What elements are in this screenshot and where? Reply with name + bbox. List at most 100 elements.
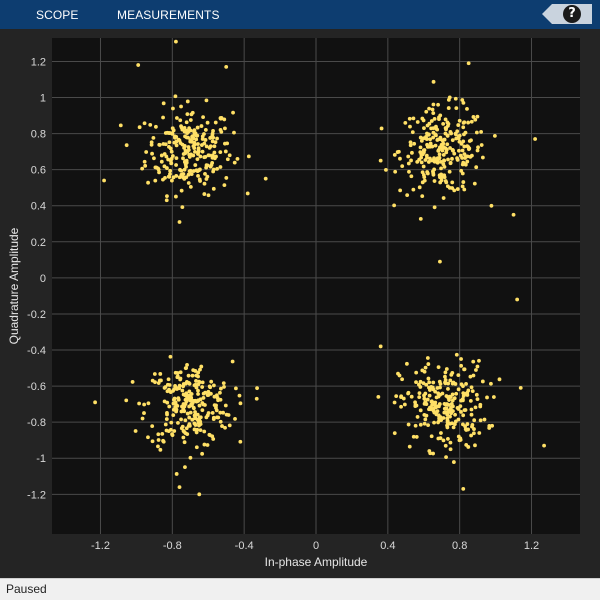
- data-point: [460, 184, 465, 189]
- data-point: [418, 145, 423, 150]
- data-point: [432, 116, 437, 121]
- data-point: [428, 156, 432, 161]
- data-point: [161, 438, 165, 443]
- data-point: [188, 118, 193, 122]
- data-point: [203, 138, 208, 142]
- data-point: [188, 138, 193, 142]
- data-point: [200, 149, 205, 154]
- data-point: [438, 259, 442, 264]
- data-point: [424, 109, 429, 114]
- data-point: [448, 414, 452, 419]
- data-point: [439, 159, 443, 164]
- data-point: [436, 102, 440, 107]
- data-point: [406, 154, 411, 159]
- data-point: [162, 386, 167, 390]
- data-point: [185, 411, 190, 416]
- data-point: [216, 415, 221, 420]
- data-point: [181, 172, 186, 176]
- data-point: [218, 390, 222, 395]
- data-point: [124, 143, 129, 148]
- data-point: [436, 147, 441, 152]
- data-point: [425, 356, 430, 360]
- data-point: [182, 129, 187, 134]
- data-point: [209, 379, 214, 384]
- data-point: [443, 117, 448, 122]
- data-point: [189, 172, 194, 177]
- data-point: [161, 115, 165, 120]
- y-tick-label: 0.2: [31, 237, 46, 249]
- data-point: [190, 373, 195, 378]
- data-point: [454, 352, 459, 357]
- data-point: [455, 187, 460, 191]
- data-point: [414, 380, 418, 385]
- data-point: [469, 433, 474, 438]
- data-point: [221, 381, 226, 386]
- data-point: [207, 153, 212, 158]
- data-point: [193, 149, 197, 154]
- data-point: [431, 111, 436, 115]
- data-point: [235, 156, 240, 161]
- data-point: [168, 354, 173, 359]
- data-point: [491, 395, 496, 399]
- data-point: [461, 120, 466, 125]
- data-point: [453, 382, 458, 386]
- data-point: [153, 380, 157, 385]
- data-point: [425, 144, 430, 149]
- data-point: [469, 385, 474, 390]
- data-point: [179, 104, 183, 109]
- data-point: [422, 126, 426, 131]
- data-point: [225, 157, 230, 162]
- data-point: [180, 388, 185, 393]
- data-point: [166, 157, 171, 162]
- data-point: [151, 135, 156, 140]
- data-point: [443, 381, 448, 386]
- help-icon[interactable]: ?: [563, 5, 581, 23]
- data-point: [215, 166, 219, 171]
- data-point: [471, 115, 476, 119]
- data-point: [201, 115, 205, 120]
- data-point: [402, 402, 407, 407]
- data-point: [182, 143, 187, 148]
- data-point: [186, 393, 190, 398]
- data-point: [194, 168, 199, 173]
- data-point: [263, 176, 268, 181]
- data-point: [458, 404, 463, 409]
- data-point: [214, 405, 218, 410]
- tab-scope[interactable]: SCOPE: [36, 8, 79, 22]
- data-point: [421, 148, 426, 153]
- help-button[interactable]: ?: [552, 4, 592, 24]
- data-point: [408, 124, 412, 129]
- data-point: [185, 112, 190, 117]
- data-point: [183, 465, 187, 470]
- data-point: [439, 172, 444, 177]
- data-point: [445, 142, 450, 147]
- data-point: [408, 143, 413, 148]
- data-point: [199, 364, 204, 369]
- data-point: [423, 417, 428, 422]
- data-point: [407, 444, 412, 449]
- data-point: [418, 422, 423, 427]
- y-tick-label: 1: [40, 93, 46, 105]
- data-point: [487, 426, 492, 430]
- data-point: [411, 187, 416, 192]
- data-point: [193, 163, 198, 167]
- data-point: [223, 141, 227, 146]
- data-point: [451, 404, 455, 409]
- data-point: [443, 374, 447, 379]
- tab-measurements[interactable]: MEASUREMENTS: [117, 8, 220, 22]
- data-point: [164, 428, 169, 433]
- data-point: [464, 382, 468, 386]
- data-point: [432, 400, 437, 405]
- data-point: [464, 442, 469, 447]
- data-point: [421, 381, 426, 386]
- data-point: [441, 162, 446, 167]
- data-point: [254, 396, 259, 401]
- data-point: [162, 399, 167, 404]
- data-point: [212, 394, 217, 399]
- data-point: [470, 423, 475, 427]
- data-point: [461, 125, 466, 130]
- data-point: [436, 420, 440, 425]
- data-point: [186, 148, 191, 152]
- data-point: [432, 410, 437, 415]
- data-point: [172, 396, 177, 401]
